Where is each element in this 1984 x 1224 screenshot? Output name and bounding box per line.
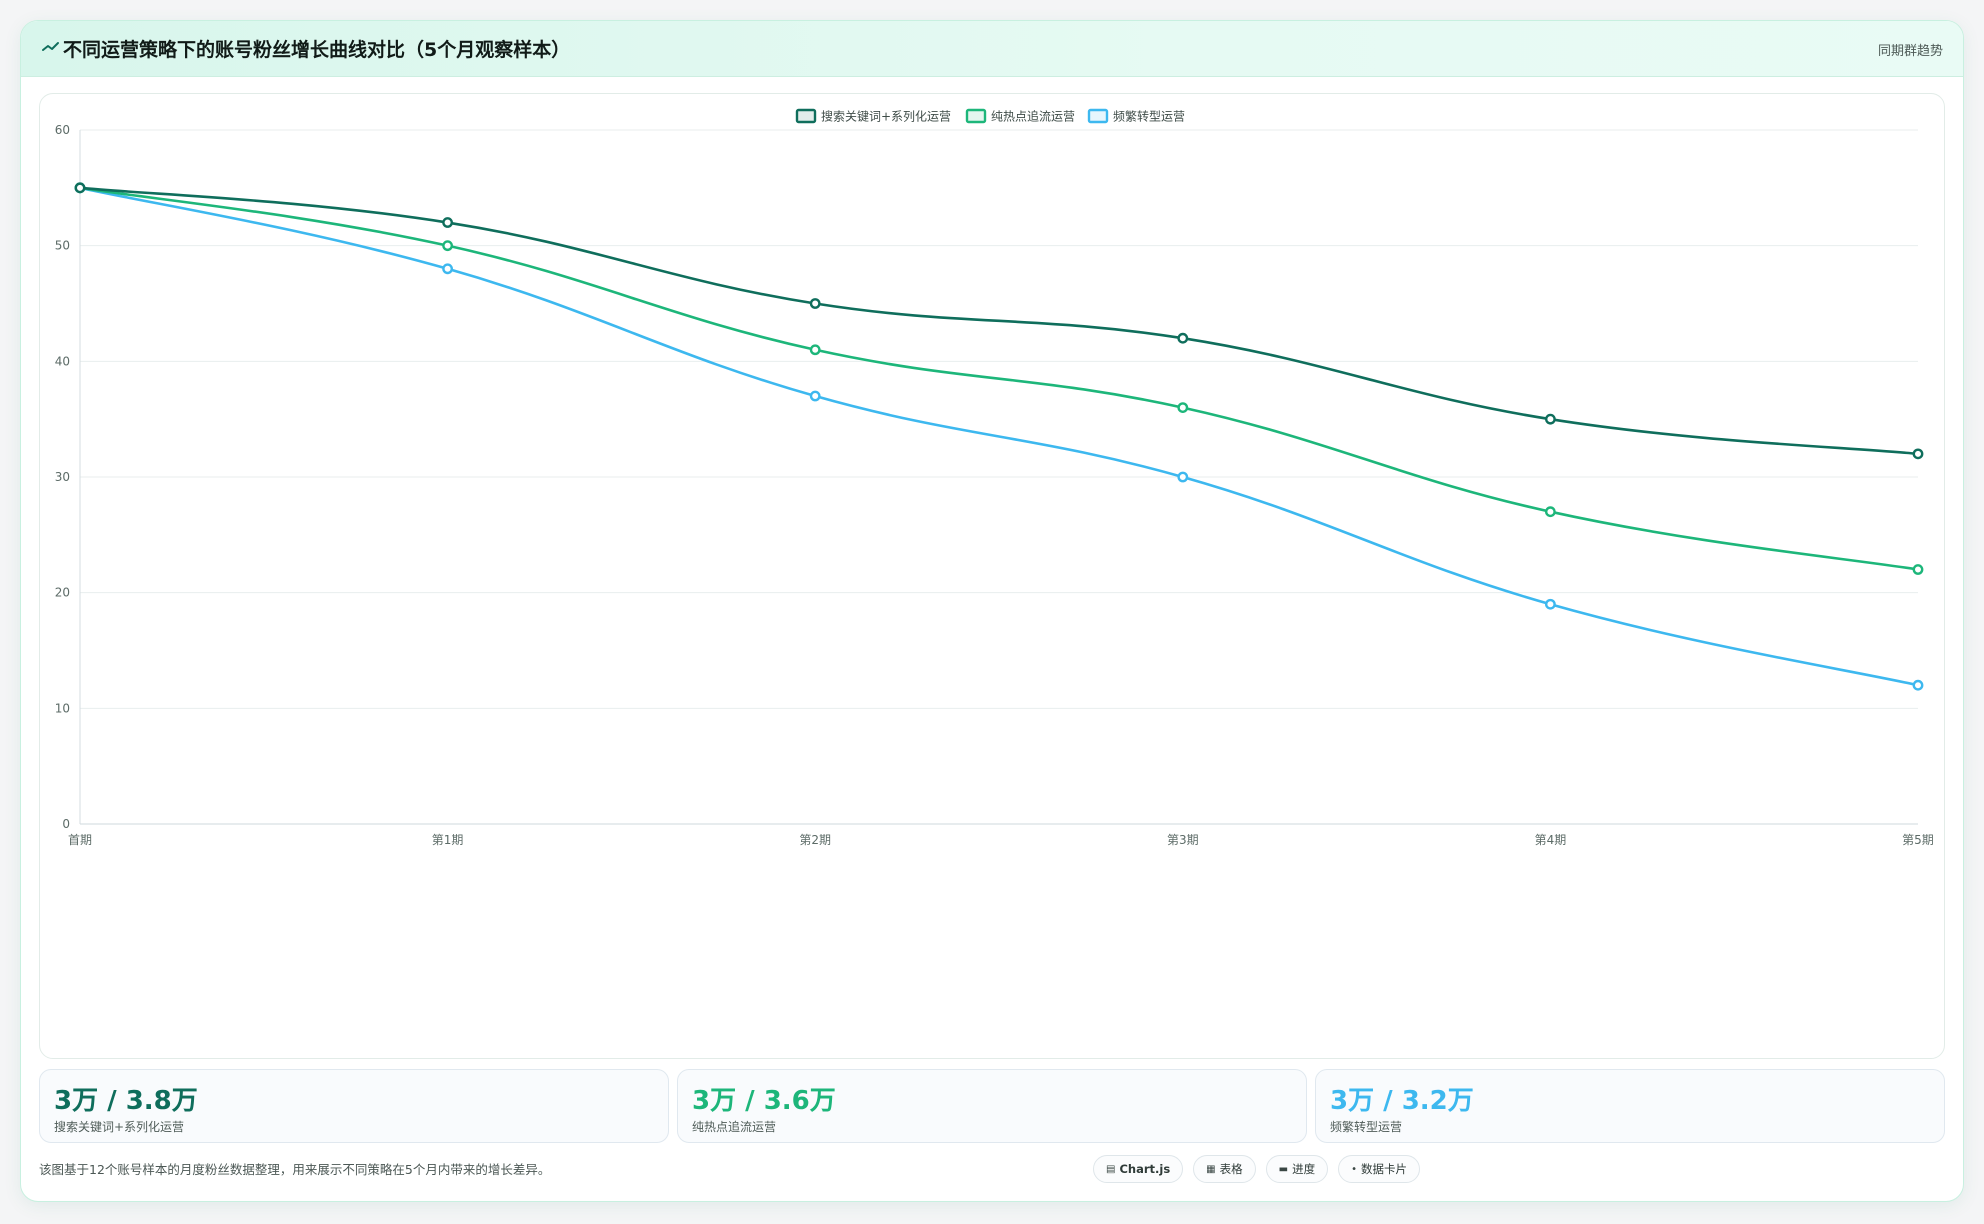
data-point[interactable] bbox=[809, 344, 821, 356]
x-tick-label: 第2期 bbox=[799, 833, 831, 847]
table-icon: ▦ bbox=[1206, 1163, 1216, 1175]
y-tick-label: 20 bbox=[55, 586, 70, 600]
legend: 搜索关键词+系列化运营 纯热点追流运营 频繁转型运营 bbox=[795, 108, 1185, 124]
card-header: 不同运营策略下的账号粉丝增长曲线对比（5个月观察样本） 同期群趋势 bbox=[21, 21, 1963, 77]
chart-title: 不同运营策略下的账号粉丝增长曲线对比（5个月观察样本） bbox=[63, 39, 571, 61]
x-tick-label: 第4期 bbox=[1535, 833, 1567, 847]
data-point[interactable] bbox=[1545, 598, 1556, 610]
view-toolbar: ▤ Chart.js ▦ 表格 ▬ 进度 • 数据卡片 bbox=[1093, 1155, 1420, 1185]
legend-swatch bbox=[1087, 108, 1109, 124]
chartjs-button[interactable]: ▤ Chart.js bbox=[1093, 1155, 1184, 1183]
progress-button[interactable]: ▬ 进度 bbox=[1265, 1155, 1329, 1183]
chip-label: 数据卡片 bbox=[1360, 1162, 1407, 1176]
x-tick-label: 第5期 bbox=[1902, 833, 1934, 847]
dot-icon: • bbox=[1351, 1163, 1357, 1175]
stat-label: 频繁转型运营 bbox=[1330, 1120, 1403, 1134]
y-tick-label: 50 bbox=[55, 239, 70, 253]
data-point[interactable] bbox=[1177, 402, 1189, 413]
data-point[interactable] bbox=[809, 390, 821, 402]
y-tick-label: 0 bbox=[62, 817, 70, 831]
data-point[interactable] bbox=[1545, 413, 1556, 425]
legend-label: 搜索关键词+系列化运营 bbox=[821, 109, 951, 124]
stat-value: 3万 / 3.8万 bbox=[54, 1086, 198, 1116]
data-point[interactable] bbox=[1545, 506, 1556, 518]
stat-card: 3万 / 3.2万 频繁转型运营 bbox=[1315, 1069, 1945, 1143]
data-point[interactable] bbox=[1177, 332, 1189, 344]
legend-swatch bbox=[795, 108, 817, 124]
series-line bbox=[79, 186, 1919, 456]
data-point[interactable] bbox=[442, 263, 453, 275]
data-point[interactable] bbox=[1912, 564, 1924, 575]
stat-label: 搜索关键词+系列化运营 bbox=[54, 1120, 185, 1134]
table-button[interactable]: ▦ 表格 bbox=[1193, 1155, 1256, 1183]
chip-label: Chart.js bbox=[1119, 1162, 1171, 1176]
y-tick-label: 60 bbox=[55, 123, 70, 137]
trend-line-icon bbox=[42, 42, 59, 51]
progress-icon: ▬ bbox=[1278, 1163, 1289, 1175]
legend-label: 频繁转型运营 bbox=[1113, 109, 1185, 124]
stat-value: 3万 / 3.2万 bbox=[1330, 1086, 1474, 1116]
data-card-button[interactable]: • 数据卡片 bbox=[1338, 1155, 1420, 1183]
legend-item[interactable]: 纯热点追流运营 bbox=[965, 108, 1075, 124]
data-point[interactable] bbox=[442, 217, 453, 228]
data-point[interactable] bbox=[74, 182, 86, 194]
chart-subtitle: 同期群趋势 bbox=[1877, 44, 1943, 59]
chip-label: 表格 bbox=[1219, 1162, 1243, 1176]
stat-label: 纯热点追流运营 bbox=[692, 1120, 777, 1134]
series-line bbox=[79, 186, 1919, 571]
footer-note: 该图基于12个账号样本的月度粉丝数据整理，用来展示不同策略在5个月内带来的增长差… bbox=[39, 1162, 551, 1177]
stat-value: 3万 / 3.6万 bbox=[692, 1086, 836, 1116]
stat-card: 3万 / 3.6万 纯热点追流运营 bbox=[677, 1069, 1307, 1143]
line-chart: 0 10 20 30 40 50 60 首期 第1期 第2期 第3期 第4期 第5期 搜索关键词+系列化运… bbox=[55, 108, 1934, 848]
data-point[interactable] bbox=[1912, 448, 1924, 460]
data-point[interactable] bbox=[809, 298, 821, 309]
data-point[interactable] bbox=[1912, 679, 1924, 691]
y-tick-label: 30 bbox=[55, 470, 70, 484]
y-tick-label: 10 bbox=[55, 701, 70, 715]
x-tick-label: 第1期 bbox=[432, 833, 464, 847]
y-tick-label: 40 bbox=[55, 354, 70, 368]
chart-card: 不同运营策略下的账号粉丝增长曲线对比（5个月观察样本） 同期群趋势 0 10 20 3… bbox=[20, 20, 1964, 1202]
data-point[interactable] bbox=[442, 240, 453, 252]
series-line bbox=[79, 186, 1919, 687]
data-point[interactable] bbox=[1177, 471, 1189, 483]
chip-label: 进度 bbox=[1292, 1162, 1316, 1176]
legend-label: 纯热点追流运营 bbox=[991, 109, 1075, 124]
stat-card: 3万 / 3.8万 搜索关键词+系列化运营 bbox=[39, 1069, 669, 1143]
chart-icon: ▤ bbox=[1106, 1163, 1116, 1175]
legend-item[interactable]: 频繁转型运营 bbox=[1087, 108, 1185, 124]
x-tick-label: 第3期 bbox=[1167, 833, 1199, 847]
x-tick-label: 首期 bbox=[68, 833, 92, 847]
legend-item[interactable]: 搜索关键词+系列化运营 bbox=[795, 108, 951, 124]
chart-panel: 0 10 20 30 40 50 60 首期 第1期 第2期 第3期 第4期 第5期 搜索关键词+系列化运… bbox=[39, 93, 1945, 1059]
legend-swatch bbox=[965, 108, 987, 124]
